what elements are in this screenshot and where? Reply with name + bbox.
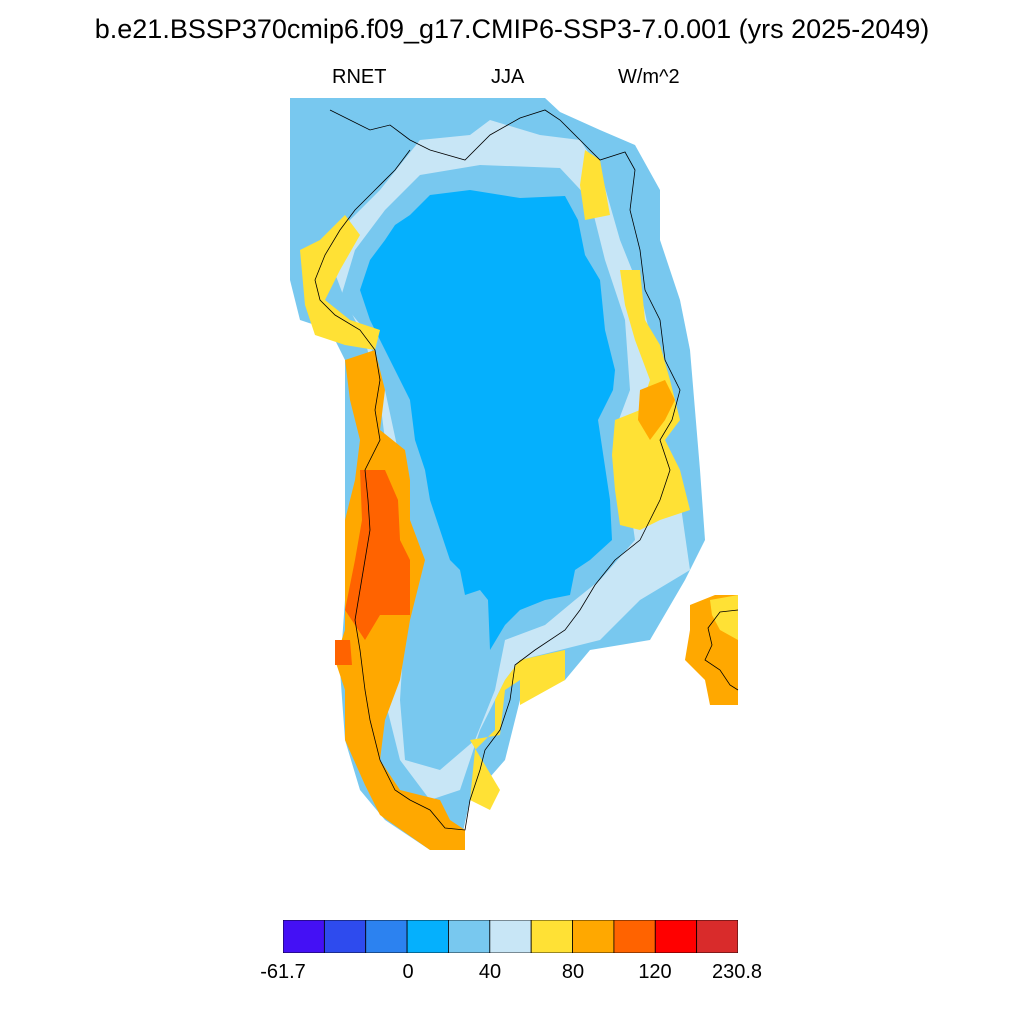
colorbar-swatch bbox=[448, 920, 491, 953]
colorbar-tick: 40 bbox=[478, 961, 502, 983]
colorbar bbox=[283, 920, 738, 953]
colorbar-swatch bbox=[696, 920, 738, 953]
colorbar-swatch bbox=[283, 920, 325, 953]
colorbar-swatch bbox=[572, 920, 615, 953]
ice-sheet-interior bbox=[360, 190, 615, 650]
west-redorange-2 bbox=[335, 640, 352, 665]
iceland-coast bbox=[704, 609, 739, 691]
coastline bbox=[314, 109, 681, 831]
colorbar-swatch bbox=[613, 920, 656, 953]
colorbar-tick: 0 bbox=[402, 961, 414, 983]
variable-label: RNET bbox=[332, 66, 387, 88]
season-label: JJA bbox=[491, 66, 525, 88]
colorbar-swatch bbox=[530, 920, 573, 953]
plot-title: b.e21.BSSP370cmip6.f09_g17.CMIP6-SSP3-7.… bbox=[94, 14, 930, 44]
colorbar-tick: 230.8 bbox=[711, 961, 763, 983]
colorbar-tick: 80 bbox=[561, 961, 585, 983]
units-label: W/m^2 bbox=[618, 66, 680, 88]
colorbar-swatch bbox=[654, 920, 698, 953]
colorbar-tick: 120 bbox=[638, 961, 672, 983]
colorbar-swatch bbox=[323, 920, 367, 953]
west-redorange bbox=[345, 470, 410, 640]
colorbar-tick: -61.7 bbox=[260, 961, 306, 983]
colorbar-swatch bbox=[406, 920, 449, 953]
greenland-map bbox=[290, 98, 739, 850]
colorbar-swatch bbox=[489, 920, 532, 953]
iceland-yellow bbox=[710, 595, 738, 640]
east-orange bbox=[638, 380, 675, 440]
colorbar-swatch bbox=[365, 920, 408, 953]
south-yellow bbox=[470, 650, 565, 810]
northeast-yellow bbox=[580, 150, 610, 220]
west-yellow bbox=[300, 215, 380, 350]
